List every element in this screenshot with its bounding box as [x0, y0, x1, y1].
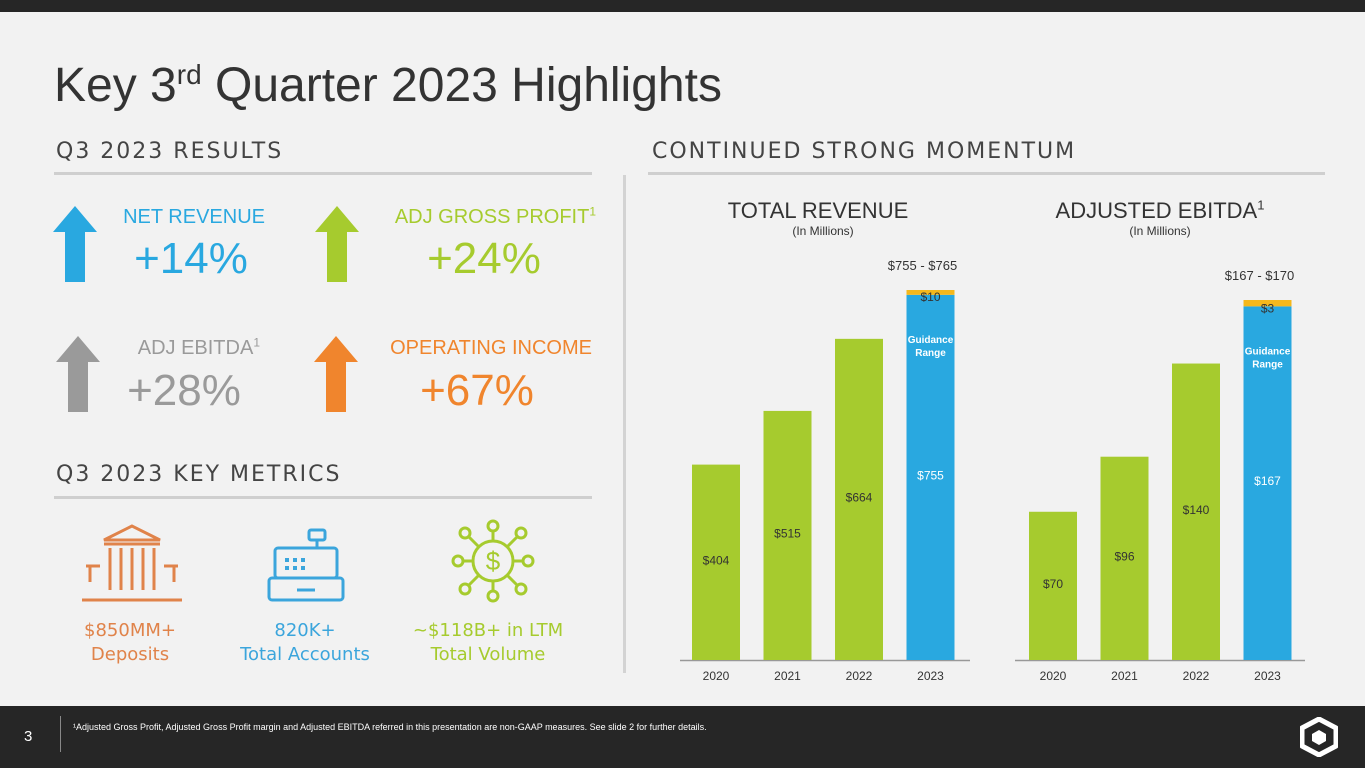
data-label: $664	[846, 490, 873, 504]
x-tick-label: 2022	[846, 669, 873, 683]
bar-2020	[1029, 511, 1077, 660]
section-title-momentum: CONTINUED STRONG MOMENTUM	[652, 139, 1077, 164]
chart-subtitle: (In Millions)	[1129, 224, 1191, 238]
metric-value: 820K+	[274, 620, 336, 641]
top-bar	[0, 0, 1365, 12]
x-tick-label: 2023	[917, 669, 944, 683]
bar-2020	[692, 464, 740, 660]
metric-total-accounts: 820K+ Total Accounts	[220, 619, 390, 667]
metric-caption: Total Accounts	[240, 644, 370, 665]
chart-subtitle: (In Millions)	[792, 224, 854, 238]
chart-title-total-revenue: TOTAL REVENUE	[727, 198, 909, 223]
footer-divider	[60, 716, 61, 752]
guidance-extra-label: $3	[1261, 301, 1275, 315]
chart-title-adjusted-ebitda: ADJUSTED EBITDA1	[1055, 197, 1265, 223]
divider	[648, 172, 1325, 175]
footnote: ¹Adjusted Gross Profit, Adjusted Gross P…	[73, 722, 707, 732]
bank-icon	[82, 524, 182, 602]
data-label: $515	[774, 526, 801, 540]
x-tick-label: 2021	[774, 669, 801, 683]
adj-ebitda-value: +28%	[127, 366, 241, 415]
data-label: $755	[917, 468, 944, 482]
divider	[54, 496, 592, 499]
guidance-bar	[906, 290, 955, 295]
data-label: $96	[1114, 549, 1134, 563]
operating-income-value: +67%	[420, 366, 534, 415]
guidance-range-label: $167 - $170	[1225, 268, 1294, 283]
svg-text:$: $	[486, 546, 501, 576]
adj-ebitda-label: ADJ EBITDA1	[137, 335, 260, 359]
x-tick-label: 2020	[1040, 669, 1067, 683]
metric-value: ~$118B+ in LTM	[412, 620, 564, 641]
cash-register-icon	[267, 528, 345, 602]
net-revenue-value: +14%	[134, 234, 248, 283]
total-revenue-chart: $404 2020 $515 2021 $664 2022 $755 2023 $10 Guida…	[680, 258, 970, 683]
page-number: 3	[24, 728, 33, 745]
guidance-range-label: $755 - $765	[888, 258, 957, 273]
adj-gross-profit-value: +24%	[427, 234, 541, 283]
section-title-results: Q3 2023 RESULTS	[56, 139, 284, 164]
bar-2023	[906, 294, 955, 660]
guidance-range-text: Range	[1252, 359, 1283, 370]
bar-2021	[1100, 456, 1149, 660]
guidance-range-text: Guidance	[1245, 346, 1291, 357]
guidance-range-text: Guidance	[908, 335, 954, 346]
metric-caption: Deposits	[90, 644, 170, 665]
guidance-bar	[1243, 300, 1292, 307]
bar-2023	[1243, 306, 1292, 660]
company-logo	[1300, 717, 1338, 757]
metric-caption: Total Volume	[430, 644, 546, 665]
dollar-network-icon: $	[451, 519, 535, 603]
data-label: $70	[1043, 577, 1063, 591]
net-revenue-up-arrow-icon	[53, 206, 97, 282]
operating-income-label: OPERATING INCOME	[390, 337, 592, 359]
guidance-extra-label: $10	[920, 290, 940, 304]
bar-2022	[835, 338, 883, 660]
bar-2022	[1172, 363, 1220, 660]
metric-total-volume: ~$118B+ in LTM Total Volume	[403, 619, 573, 667]
x-tick-label: 2022	[1183, 669, 1210, 683]
adj-ebitda-up-arrow-icon	[56, 336, 100, 412]
data-label: $140	[1183, 503, 1210, 517]
net-revenue-label: NET REVENUE	[123, 206, 265, 228]
adj-gross-profit-label: ADJ GROSS PROFIT1	[394, 204, 596, 228]
adj-gross-profit-up-arrow-icon	[315, 206, 359, 282]
section-title-metrics: Q3 2023 KEY METRICS	[56, 462, 342, 487]
adjusted-ebitda-chart: $70 2020 $96 2021 $140 2022 $167 2023 $3 Guidance…	[1015, 268, 1305, 683]
x-tick-label: 2023	[1254, 669, 1281, 683]
x-tick-label: 2021	[1111, 669, 1138, 683]
guidance-range-text: Range	[915, 348, 946, 359]
divider	[54, 172, 592, 175]
metric-deposits: $850MM+ Deposits	[45, 619, 215, 667]
data-label: $404	[703, 553, 730, 567]
data-label: $167	[1254, 474, 1281, 488]
footer-bar	[0, 706, 1365, 768]
operating-income-up-arrow-icon	[314, 336, 358, 412]
page-title: Key 3rd Quarter 2023 Highlights	[54, 59, 722, 112]
metric-value: $850MM+	[84, 620, 176, 641]
vertical-divider	[623, 175, 626, 673]
bar-2021	[763, 410, 812, 660]
x-tick-label: 2020	[703, 669, 730, 683]
